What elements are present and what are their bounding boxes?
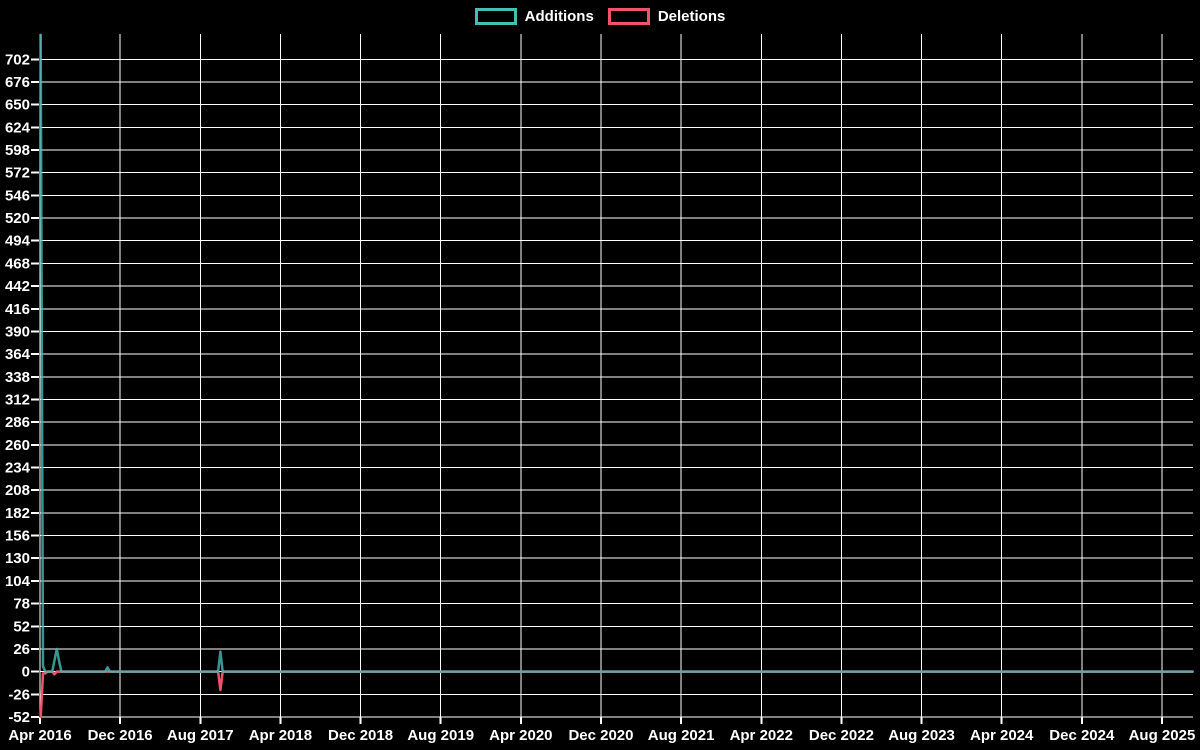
y-axis-label: 468 — [5, 255, 30, 272]
y-axis-label: -52 — [8, 709, 30, 726]
deletions-swatch-icon — [607, 8, 650, 25]
y-axis-label: 208 — [5, 482, 30, 499]
y-axis-label: 390 — [5, 323, 30, 340]
x-axis-label: Apr 2020 — [489, 727, 552, 744]
y-axis-label: 702 — [5, 51, 30, 68]
x-axis-label: Apr 2024 — [970, 727, 1034, 744]
y-axis-label: 260 — [5, 437, 30, 454]
y-axis-label: 442 — [5, 278, 30, 295]
y-axis-label: 234 — [5, 460, 31, 477]
legend-item-deletions[interactable]: Deletions — [607, 8, 726, 25]
y-axis-label: 182 — [5, 505, 30, 522]
x-axis-label: Apr 2022 — [730, 727, 793, 744]
x-axis-label: Aug 2025 — [1129, 727, 1196, 744]
y-axis-label: 52 — [13, 618, 30, 635]
x-axis-label: Aug 2017 — [167, 727, 234, 744]
x-axis-label: Dec 2024 — [1049, 727, 1115, 744]
x-axis-label: Aug 2021 — [648, 727, 715, 744]
x-axis-label: Dec 2020 — [568, 727, 633, 744]
chart-legend: Additions Deletions — [0, 8, 1200, 25]
y-axis-label: 546 — [5, 187, 30, 204]
y-axis-label: 78 — [13, 596, 30, 613]
y-axis-label: 598 — [5, 142, 30, 159]
y-axis-label: 338 — [5, 369, 30, 386]
y-axis-label: -26 — [8, 686, 30, 703]
x-axis-label: Dec 2022 — [809, 727, 874, 744]
additions-line[interactable] — [39, 33, 1194, 673]
y-axis-label: 676 — [5, 74, 30, 91]
y-axis-label: 156 — [5, 528, 30, 545]
y-axis-label: 494 — [5, 233, 31, 250]
x-axis-label: Apr 2016 — [8, 727, 71, 744]
y-axis-label: 312 — [5, 391, 30, 408]
y-axis-label: 520 — [5, 210, 30, 227]
legend-label-deletions: Deletions — [657, 8, 726, 25]
y-axis-label: 416 — [5, 301, 30, 318]
y-axis-label: 26 — [13, 641, 30, 658]
y-axis-label: 130 — [5, 550, 30, 567]
x-axis-label: Apr 2018 — [249, 727, 312, 744]
y-axis-label: 104 — [5, 573, 31, 590]
x-axis-label: Dec 2018 — [328, 727, 393, 744]
y-axis-label: 286 — [5, 414, 30, 431]
y-axis-label: 650 — [5, 97, 30, 114]
y-axis-label: 0 — [22, 664, 30, 681]
legend-label-additions: Additions — [524, 8, 594, 25]
x-axis-label: Aug 2019 — [407, 727, 474, 744]
additions-swatch-icon — [474, 8, 517, 25]
y-axis-label: 572 — [5, 165, 30, 182]
y-axis-label: 624 — [5, 119, 31, 136]
y-axis-label: 364 — [5, 346, 31, 363]
x-axis-label: Aug 2023 — [888, 727, 955, 744]
legend-item-additions[interactable]: Additions — [474, 8, 594, 25]
x-axis-label: Dec 2016 — [88, 727, 153, 744]
deletions-line[interactable] — [39, 670, 1194, 719]
